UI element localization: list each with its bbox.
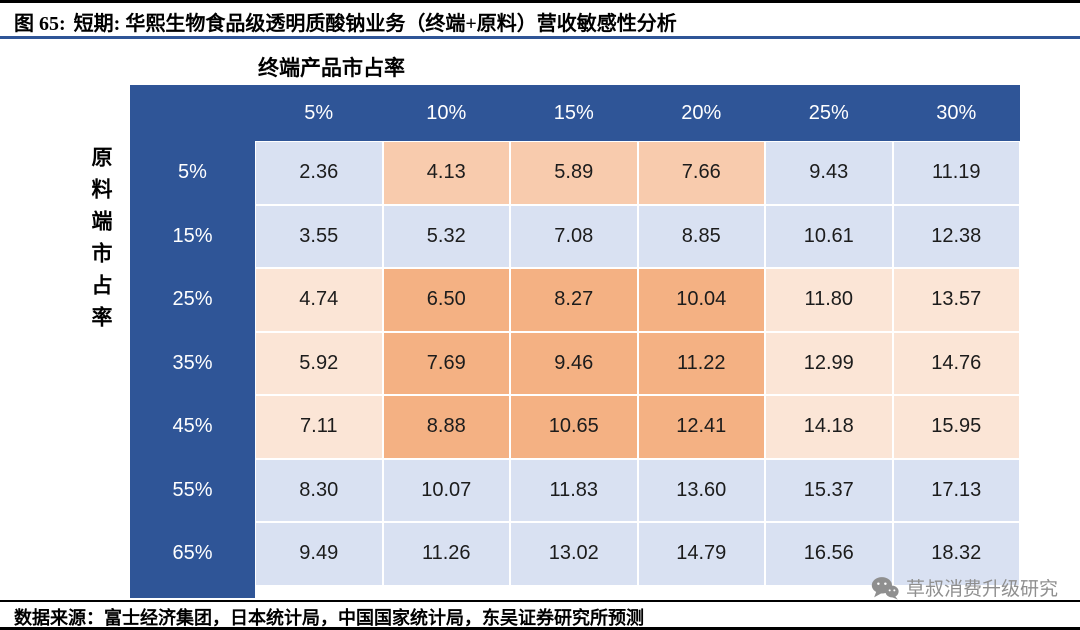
table-cell: 2.36 <box>255 141 383 205</box>
row-header: 35% <box>130 331 255 395</box>
table-cell: 4.74 <box>255 268 383 332</box>
table-cell: 13.02 <box>510 522 638 586</box>
table-cell: 3.55 <box>255 204 383 268</box>
data-source: 数据来源：富士经济集团，日本统计局，中国国家统计局，东吴证券研究所预测 <box>14 608 644 628</box>
row-header: 65% <box>130 522 255 586</box>
matrix-corner <box>130 85 255 141</box>
table-cell: 9.43 <box>765 141 893 205</box>
table-cell: 11.22 <box>637 331 765 395</box>
table-cell: 5.89 <box>510 141 638 205</box>
table-cell: 9.49 <box>255 522 383 586</box>
table-cell: 8.88 <box>382 395 510 459</box>
table-cell: 11.83 <box>510 458 638 522</box>
table-cell: 14.18 <box>765 395 893 459</box>
row-header: 15% <box>130 204 255 268</box>
table-cell: 9.46 <box>510 331 638 395</box>
table-cell: 5.32 <box>382 204 510 268</box>
table-cell: 18.32 <box>892 522 1020 586</box>
watermark: 草叔消费升级研究 <box>871 574 1058 601</box>
sensitivity-matrix: 5% 10% 15% 20% 25% 30% 5% 2.36 4.13 5.89 7.66 9.43 1… <box>130 85 1020 586</box>
column-header: 25% <box>765 85 893 141</box>
row-header: 55% <box>130 458 255 522</box>
table-cell: 17.13 <box>892 458 1020 522</box>
table-cell: 6.50 <box>382 268 510 332</box>
table-cell: 10.04 <box>637 268 765 332</box>
table-cell: 16.56 <box>765 522 893 586</box>
table-cell: 7.08 <box>510 204 638 268</box>
column-header: 30% <box>892 85 1020 141</box>
table-cell: 14.76 <box>892 331 1020 395</box>
table-cell: 8.30 <box>255 458 383 522</box>
column-header: 10% <box>382 85 510 141</box>
table-cell: 10.65 <box>510 395 638 459</box>
table-cell: 10.07 <box>382 458 510 522</box>
table-cell: 11.80 <box>765 268 893 332</box>
row-header: 5% <box>130 141 255 205</box>
table-cell: 7.11 <box>255 395 383 459</box>
footer-top-rule <box>0 600 1080 602</box>
table-cell: 13.57 <box>892 268 1020 332</box>
figure-title: 图 65: 短期: 华熙生物食品级透明质酸钠业务（终端+原料）营收敏感性分析 <box>14 7 677 36</box>
figure-title-text: 短期: 华熙生物食品级透明质酸钠业务（终端+原料）营收敏感性分析 <box>73 13 677 35</box>
table-cell: 4.13 <box>382 141 510 205</box>
table-cell: 15.95 <box>892 395 1020 459</box>
header-column-tail <box>130 585 255 598</box>
table-cell: 10.61 <box>765 204 893 268</box>
table-cell: 13.60 <box>637 458 765 522</box>
table-cell: 14.79 <box>637 522 765 586</box>
watermark-text: 草叔消费升级研究 <box>905 579 1058 600</box>
table-cell: 15.37 <box>765 458 893 522</box>
column-header: 5% <box>255 85 383 141</box>
title-underline-rule <box>0 36 1080 39</box>
table-cell: 12.38 <box>892 204 1020 268</box>
table-cell: 8.85 <box>637 204 765 268</box>
bottom-border-rule <box>0 627 1080 630</box>
row-header: 45% <box>130 395 255 459</box>
table-cell: 7.69 <box>382 331 510 395</box>
row-header: 25% <box>130 268 255 332</box>
table-cell: 8.27 <box>510 268 638 332</box>
wechat-icon <box>871 576 899 600</box>
top-axis-label: 终端产品市占率 <box>258 56 405 80</box>
column-header: 15% <box>510 85 638 141</box>
left-axis-label: 原料端市占率 <box>89 146 113 338</box>
table-cell: 5.92 <box>255 331 383 395</box>
table-cell: 12.41 <box>637 395 765 459</box>
table-cell: 11.19 <box>892 141 1020 205</box>
figure-number: 图 65: <box>14 13 66 35</box>
table-cell: 11.26 <box>382 522 510 586</box>
column-header: 20% <box>637 85 765 141</box>
top-border-rule <box>0 0 1080 3</box>
table-cell: 7.66 <box>637 141 765 205</box>
table-cell: 12.99 <box>765 331 893 395</box>
